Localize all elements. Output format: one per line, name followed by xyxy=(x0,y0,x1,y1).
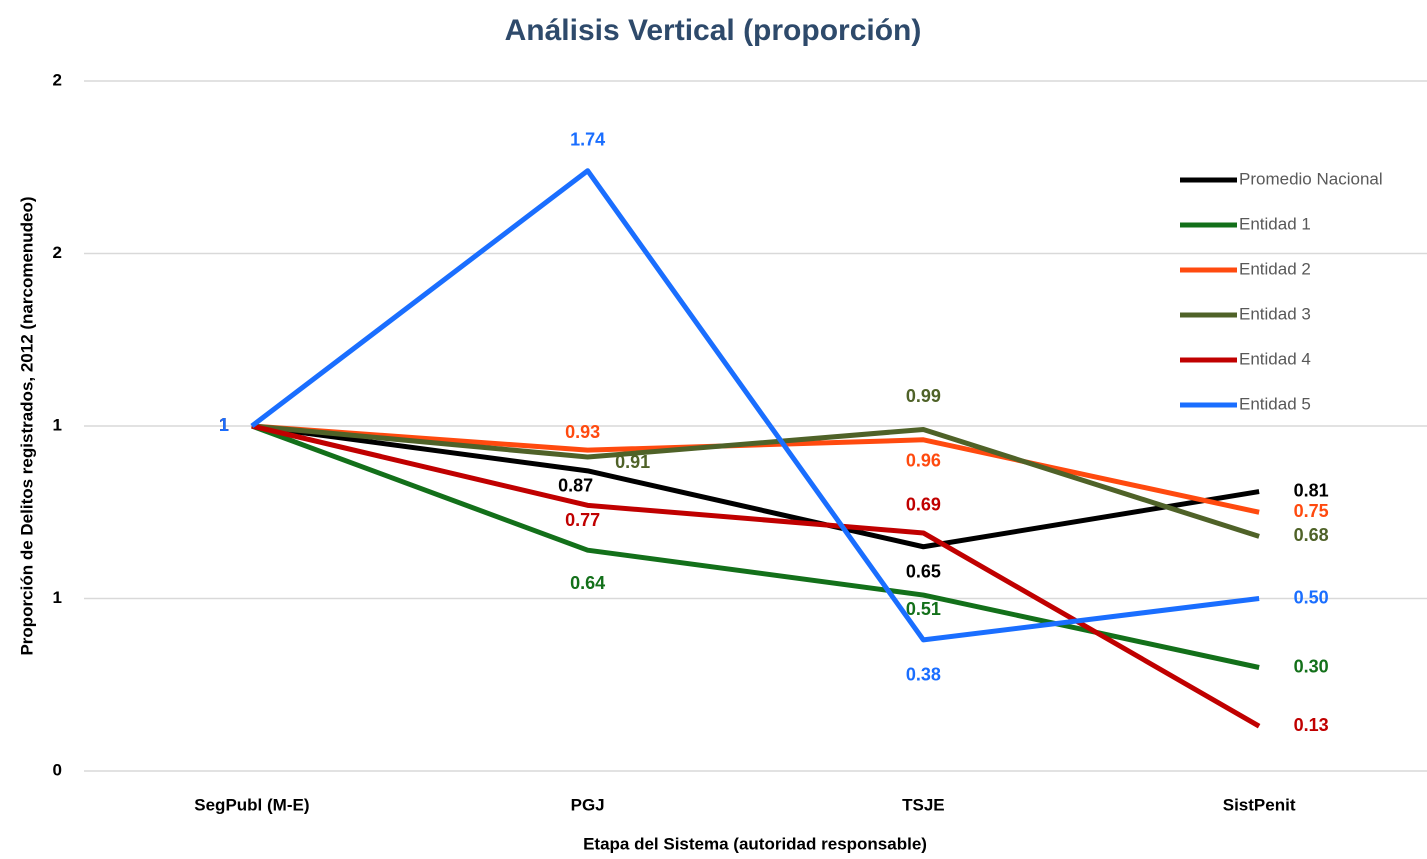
data-label: 1 xyxy=(219,415,229,435)
series-line xyxy=(251,423,1261,729)
legend-label: Entidad 4 xyxy=(1239,349,1311,368)
y-axis-title: Proporción de Delitos registrados, 2012 … xyxy=(17,196,36,655)
series-line xyxy=(251,423,1260,550)
series-line xyxy=(250,168,1260,643)
data-label: 0.50 xyxy=(1294,587,1329,607)
data-label: 1 xyxy=(219,415,229,435)
data-label: 0.13 xyxy=(1294,715,1329,735)
x-axis-title: Etapa del Sistema (autoridad responsable… xyxy=(583,834,927,853)
data-label: 1 xyxy=(219,415,229,435)
data-label: 0.64 xyxy=(570,573,605,593)
legend-label: Entidad 3 xyxy=(1239,304,1311,323)
data-label: 0.81 xyxy=(1294,480,1329,500)
data-label: 0.38 xyxy=(906,665,941,685)
data-label: 1 xyxy=(219,415,229,435)
legend-label: Entidad 2 xyxy=(1239,259,1311,278)
chart-title: Análisis Vertical (proporción) xyxy=(505,14,922,47)
data-label: 1.74 xyxy=(570,129,605,149)
data-label: 0.68 xyxy=(1294,525,1329,545)
data-label: 0.30 xyxy=(1294,656,1329,676)
legend-label: Entidad 5 xyxy=(1239,394,1311,413)
data-label: 0.69 xyxy=(906,495,941,515)
legend-label: Promedio Nacional xyxy=(1239,169,1383,188)
y-tick-label: 2 xyxy=(53,70,62,89)
legend-label: Entidad 1 xyxy=(1239,214,1311,233)
data-label: 1 xyxy=(219,415,229,435)
data-label: 0.87 xyxy=(558,476,593,496)
data-label: 0.75 xyxy=(1294,501,1329,521)
y-tick-label: 2 xyxy=(53,243,62,262)
data-label: 0.77 xyxy=(565,510,600,530)
x-tick-label: TSJE xyxy=(902,795,945,814)
y-tick-label: 1 xyxy=(53,588,62,607)
data-label: 1 xyxy=(219,415,229,435)
data-label: 0.51 xyxy=(906,599,941,619)
data-label: 0.65 xyxy=(906,562,941,582)
y-tick-label: 1 xyxy=(53,415,62,434)
y-tick-label: 0 xyxy=(53,760,62,779)
data-label: 0.99 xyxy=(906,386,941,406)
x-tick-label: PGJ xyxy=(571,795,605,814)
data-label: 0.91 xyxy=(615,452,650,472)
x-tick-label: SegPubl (M-E) xyxy=(194,795,309,814)
data-label: 0.93 xyxy=(565,422,600,442)
x-tick-label: SistPenit xyxy=(1223,795,1296,814)
data-label: 0.96 xyxy=(906,451,941,471)
series-line xyxy=(251,423,1260,539)
